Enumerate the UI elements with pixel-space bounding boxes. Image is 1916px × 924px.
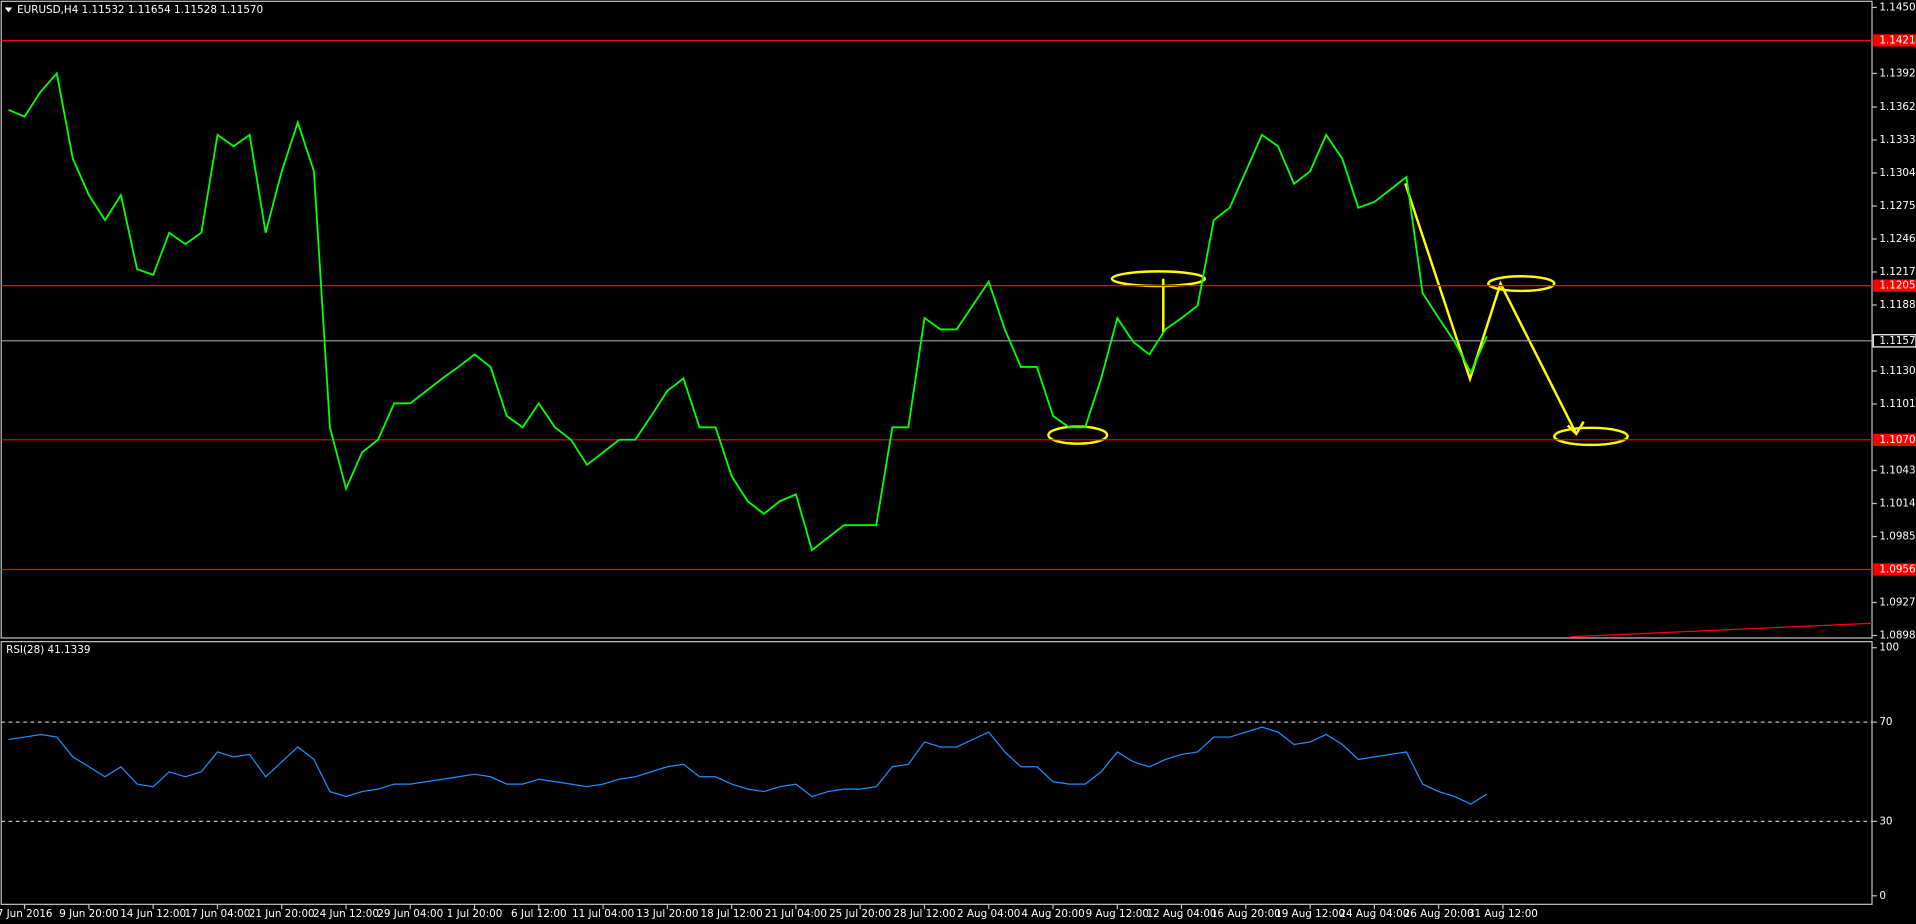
rsi-line (8, 726, 1488, 805)
price-panel-frame (0, 0, 1873, 639)
x-tick-label: 24 Aug 04:00 (1339, 908, 1409, 920)
current-price-box (1872, 334, 1916, 348)
x-tick-label: 18 Jul 12:00 (701, 908, 763, 920)
y-tick-label: 1.11305 (1879, 365, 1916, 377)
y-tick-label: 1.12465 (1879, 233, 1916, 245)
x-tick-label: 12 Aug 04:00 (1147, 908, 1217, 920)
x-tick-label: 13 Jul 20:00 (636, 908, 698, 920)
level-label-box (1873, 279, 1916, 292)
x-tick-label: 2 Aug 04:00 (957, 908, 1020, 920)
x-tick-label: 19 Aug 12:00 (1275, 908, 1345, 920)
x-tick-label: 31 Aug 12:00 (1468, 908, 1538, 920)
x-tick-label: 24 Jun 12:00 (313, 908, 379, 920)
level-label-box (1873, 563, 1916, 576)
y-tick-label: 1.13045 (1879, 167, 1916, 179)
x-tick-label: 4 Aug 20:00 (1021, 908, 1084, 920)
x-tick-label: 1 Jul 20:00 (447, 908, 503, 920)
annotation-ellipse (1487, 275, 1556, 293)
level-label: 1.10700 (1879, 434, 1916, 446)
y-tick-label: 1.09850 (1879, 531, 1916, 543)
rsi-header: RSI(28) 41.1339 (6, 644, 90, 656)
x-tick-label: 25 Jul 20:00 (829, 908, 891, 920)
annotation-arrowhead (1566, 421, 1585, 436)
y-tick-label: 70 (1879, 716, 1892, 728)
current-price-label: 1.11570 (1879, 335, 1916, 347)
x-tick-label: 7 Jun 2016 (0, 908, 53, 920)
x-tick-label: 9 Aug 12:00 (1086, 908, 1149, 920)
y-tick-label: 1.12755 (1879, 200, 1916, 212)
y-tick-label: 1.11885 (1879, 299, 1916, 311)
y-tick-label: 1.10140 (1879, 498, 1916, 510)
x-tick-label: 17 Jun 04:00 (184, 908, 250, 920)
x-tick-label: 21 Jul 04:00 (765, 908, 827, 920)
level-label: 1.14210 (1879, 34, 1916, 46)
y-tick-label: 1.14500 (1879, 1, 1916, 13)
y-tick-label: 1.12175 (1879, 266, 1916, 278)
x-tick-label: 9 Jun 20:00 (59, 908, 118, 920)
x-tick-label: 29 Jun 04:00 (377, 908, 443, 920)
level-label: 1.12055 (1879, 280, 1916, 292)
level-label-box (1873, 34, 1916, 47)
rsi-panel-frame (0, 641, 1873, 905)
x-tick-label: 16 Aug 20:00 (1211, 908, 1281, 920)
panel-menu-icon[interactable] (4, 7, 13, 13)
x-tick-label: 21 Jun 20:00 (249, 908, 315, 920)
x-tick-label: 11 Jul 04:00 (572, 908, 634, 920)
price-line (8, 71, 1488, 552)
y-tick-label: 1.13625 (1879, 101, 1916, 113)
trend-line (1570, 622, 1873, 638)
y-tick-label: 1.09270 (1879, 597, 1916, 609)
level-label-box (1873, 433, 1916, 446)
y-tick-label: 30 (1879, 815, 1892, 827)
x-tick-label: 26 Aug 20:00 (1404, 908, 1474, 920)
y-tick-label: 1.08980 (1879, 630, 1916, 642)
x-tick-label: 6 Jul 12:00 (511, 908, 567, 920)
level-label: 1.09560 (1879, 564, 1916, 576)
annotation-path (1404, 183, 1578, 435)
annotation-ellipse (1553, 426, 1629, 447)
y-tick-label: 1.13920 (1879, 67, 1916, 79)
y-tick-label: 1.13335 (1879, 134, 1916, 146)
y-tick-label: 1.11015 (1879, 398, 1916, 410)
symbol-header: EURUSD,H4 1.11532 1.11654 1.11528 1.1157… (17, 4, 263, 16)
y-tick-label: 100 (1879, 642, 1899, 654)
y-tick-label: 1.10430 (1879, 465, 1916, 477)
y-tick-label: 0 (1879, 890, 1886, 902)
x-tick-label: 14 Jun 12:00 (120, 908, 186, 920)
annotations (1047, 183, 1629, 447)
x-tick-label: 28 Jul 12:00 (893, 908, 955, 920)
